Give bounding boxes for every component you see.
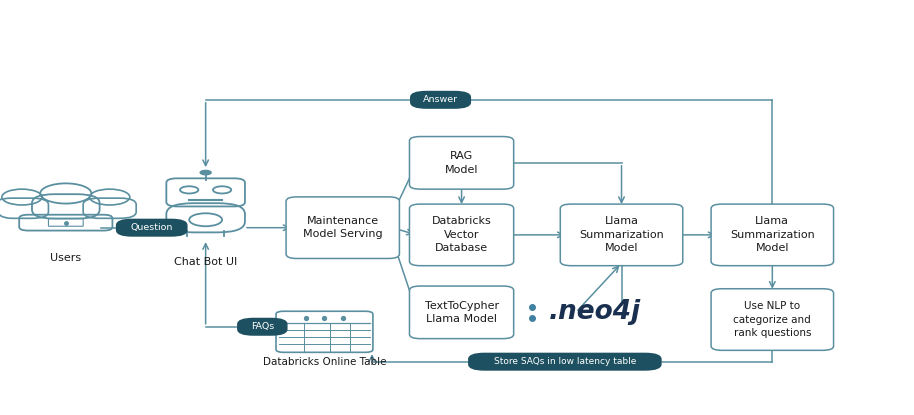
- FancyBboxPatch shape: [711, 289, 834, 350]
- FancyBboxPatch shape: [116, 219, 187, 237]
- FancyBboxPatch shape: [286, 197, 399, 259]
- Circle shape: [200, 171, 211, 175]
- FancyBboxPatch shape: [711, 204, 834, 266]
- Text: Users: Users: [50, 253, 81, 263]
- FancyBboxPatch shape: [409, 204, 514, 266]
- Text: Llama
Summarization
Model: Llama Summarization Model: [730, 216, 814, 254]
- Text: Aircraft Maintenance Chatbot Architecture: Aircraft Maintenance Chatbot Architectur…: [20, 23, 388, 41]
- Text: Question: Question: [131, 223, 173, 232]
- Text: RAG
Model: RAG Model: [445, 151, 478, 175]
- Text: FAQs: FAQs: [250, 322, 274, 331]
- FancyBboxPatch shape: [409, 137, 514, 189]
- Text: Maintenance
Model Serving: Maintenance Model Serving: [303, 216, 383, 239]
- Text: Databricks Online Table: Databricks Online Table: [262, 357, 387, 367]
- Text: Llama
Summarization
Model: Llama Summarization Model: [579, 216, 664, 254]
- Text: Chat Bot UI: Chat Bot UI: [174, 257, 238, 267]
- Text: Store SAQs in low latency table: Store SAQs in low latency table: [494, 357, 636, 366]
- FancyBboxPatch shape: [410, 91, 471, 109]
- FancyBboxPatch shape: [237, 318, 288, 336]
- Text: TextToCypher
Llama Model: TextToCypher Llama Model: [424, 300, 499, 324]
- FancyBboxPatch shape: [409, 286, 514, 339]
- FancyBboxPatch shape: [560, 204, 683, 266]
- Text: Use NLP to
categorize and
rank questions: Use NLP to categorize and rank questions: [733, 301, 812, 338]
- Text: Answer: Answer: [423, 95, 458, 104]
- Text: Databricks
Vector
Database: Databricks Vector Database: [431, 216, 492, 254]
- Text: .neo4j: .neo4j: [548, 299, 641, 325]
- FancyBboxPatch shape: [468, 353, 662, 371]
